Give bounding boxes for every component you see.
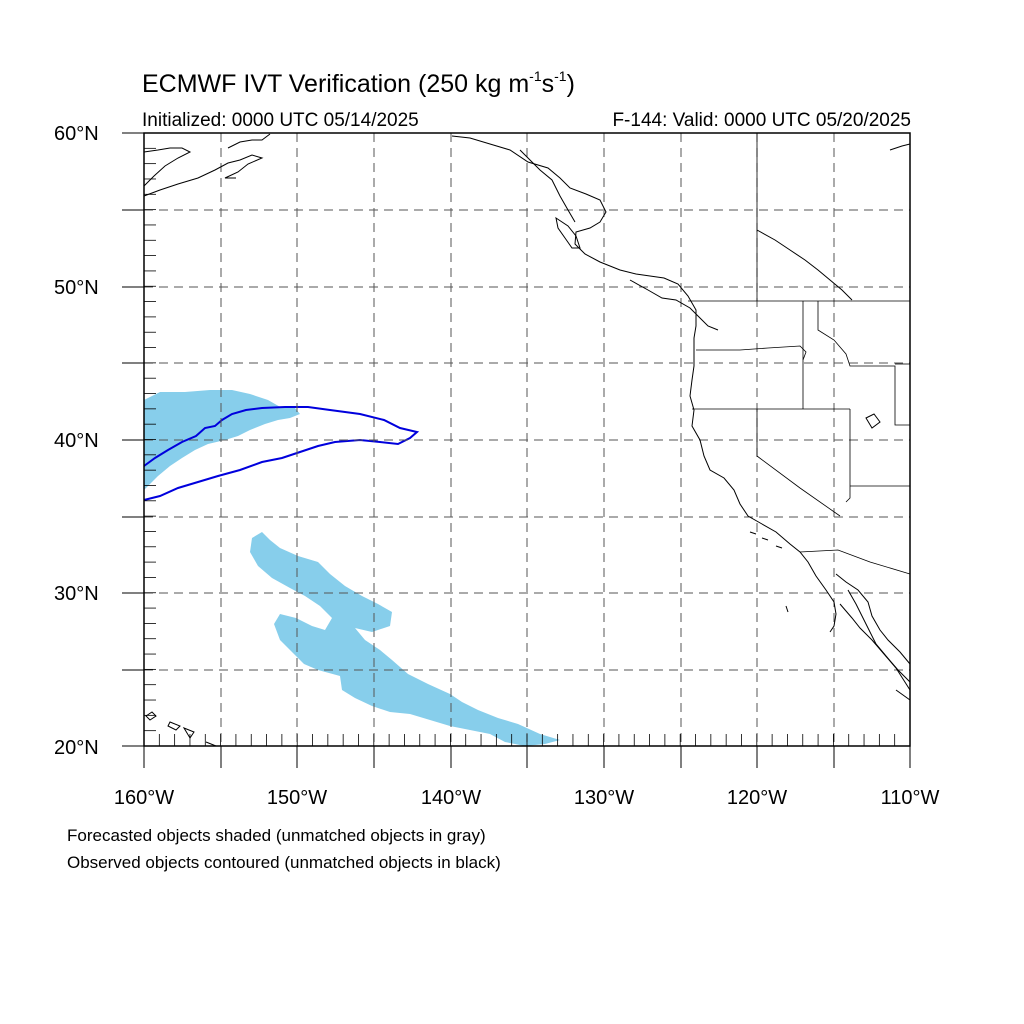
lon-labels: 160°W 150°W 140°W 130°W 120°W 110°W — [114, 787, 940, 809]
lat-labels: 60°N 50°N 40°N 30°N 20°N — [54, 123, 99, 759]
lon-label: 140°W — [421, 787, 481, 809]
valid-time: F-144: Valid: 0000 UTC 05/20/2025 — [612, 110, 911, 131]
caption-forecast: Forecasted objects shaded (unmatched obj… — [67, 826, 486, 845]
lat-label: 50°N — [54, 277, 99, 299]
forecast-objects — [144, 390, 560, 746]
state-boundaries — [688, 133, 911, 575]
lon-label: 160°W — [114, 787, 174, 809]
lon-label: 150°W — [267, 787, 327, 809]
lat-label: 20°N — [54, 737, 99, 759]
coastlines — [143, 133, 911, 747]
map-title: ECMWF IVT Verification (250 kg m-1s-1) — [142, 68, 575, 98]
lat-label: 30°N — [54, 583, 99, 605]
minor-ticks — [143, 132, 911, 747]
lon-label: 120°W — [727, 787, 787, 809]
axis-ticks — [122, 132, 911, 768]
observed-object — [143, 406, 420, 501]
lat-label: 60°N — [54, 123, 99, 145]
grid-lines — [144, 133, 910, 746]
lon-label: 110°W — [881, 787, 940, 809]
caption-observed: Observed objects contoured (unmatched ob… — [67, 853, 501, 872]
lon-label: 130°W — [574, 787, 634, 809]
initialized-time: Initialized: 0000 UTC 05/14/2025 — [142, 110, 419, 131]
forecast-object-south — [250, 532, 560, 746]
lat-label: 40°N — [54, 430, 99, 452]
